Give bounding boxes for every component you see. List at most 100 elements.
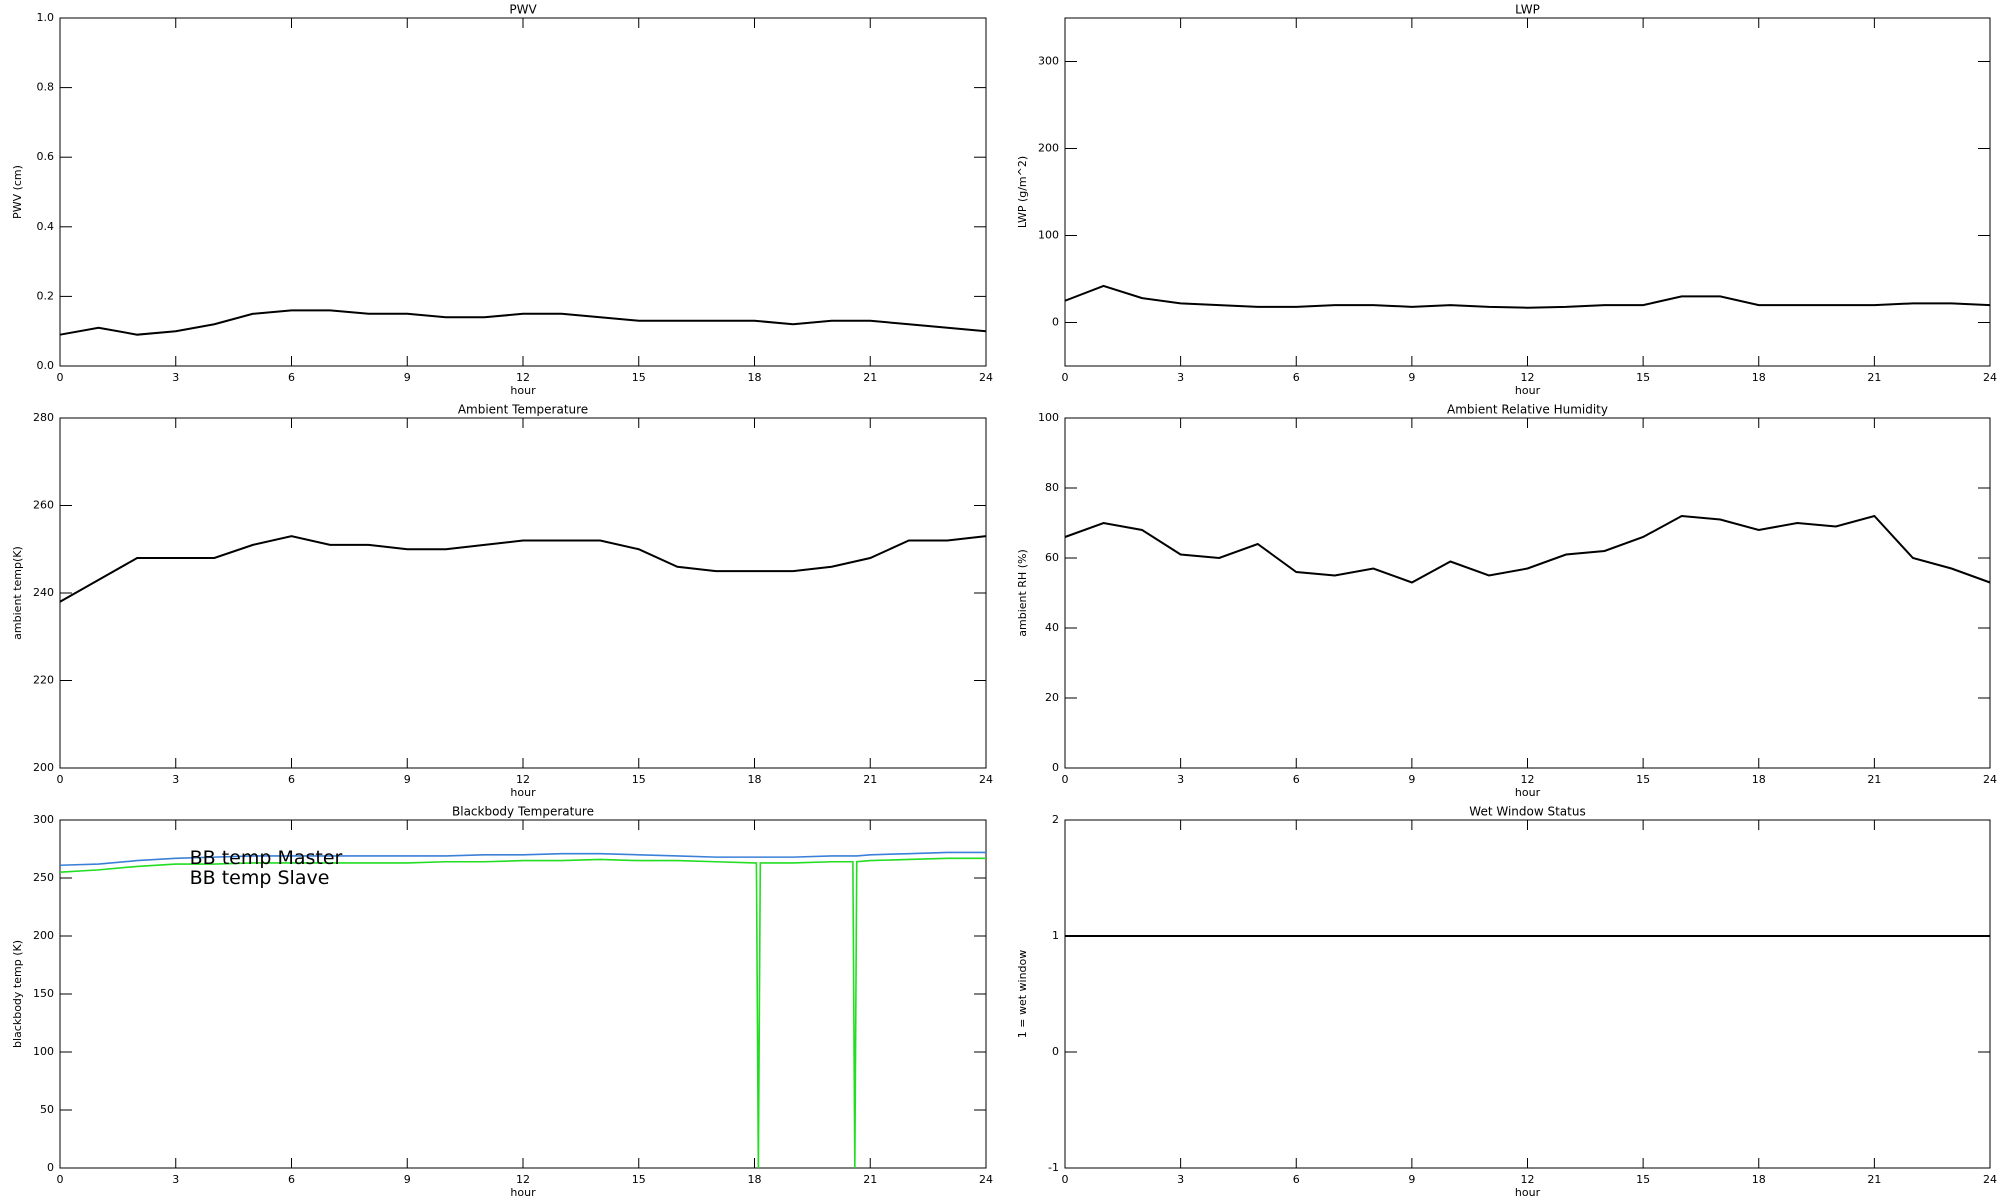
y-tick-label: 150 [33, 987, 54, 1000]
x-tick-label: 3 [1177, 1173, 1184, 1186]
x-tick-label: 15 [1636, 773, 1650, 786]
x-tick-label: 6 [1293, 371, 1300, 384]
plot-frame [1064, 17, 1991, 367]
x-tick-label: 21 [863, 773, 877, 786]
x-tick-label: 6 [1293, 1173, 1300, 1186]
x-tick-label: 0 [57, 371, 64, 384]
y-tick-label: 100 [1038, 229, 1059, 242]
x-axis-label: hour [1515, 786, 1541, 799]
x-axis-label: hour [1515, 1186, 1541, 1199]
y-axis-label: LWP (g/m^2) [1016, 156, 1029, 228]
x-tick-label: 18 [1752, 773, 1766, 786]
x-tick-label: 12 [1521, 371, 1535, 384]
y-tick-label: 100 [1038, 411, 1059, 424]
x-tick-label: 15 [1636, 371, 1650, 384]
y-tick-label: 60 [1045, 551, 1059, 564]
y-tick-label: 0 [1052, 1045, 1059, 1058]
y-tick-label: 1 [1052, 929, 1059, 942]
x-tick-label: 21 [1867, 371, 1881, 384]
y-tick-label: 0.8 [37, 81, 55, 94]
plot-frame [1064, 819, 1991, 1169]
data-line [59, 851, 986, 867]
y-tick-label: 40 [1045, 621, 1059, 634]
y-tick-label: 0 [47, 1161, 54, 1174]
x-tick-label: 15 [632, 773, 646, 786]
x-tick-label: 0 [1062, 371, 1069, 384]
y-tick-label: 280 [33, 411, 54, 424]
chart-title: Ambient Relative Humidity [1447, 403, 1608, 417]
chart-title: Ambient Temperature [458, 403, 588, 417]
x-tick-label: 12 [516, 773, 530, 786]
y-tick-label: 300 [1038, 55, 1059, 68]
x-tick-label: 18 [748, 1173, 762, 1186]
x-tick-label: 0 [57, 773, 64, 786]
chart-title: PWV [509, 3, 537, 17]
y-tick-label: 240 [33, 586, 54, 599]
x-tick-label: 6 [288, 773, 295, 786]
x-tick-label: 6 [288, 371, 295, 384]
y-tick-label: 250 [33, 871, 54, 884]
legend-entry: BB temp Master [190, 847, 343, 869]
x-tick-label: 9 [404, 773, 411, 786]
x-axis-label: hour [1515, 384, 1541, 397]
x-tick-label: 0 [1062, 1173, 1069, 1186]
y-tick-label: 1.0 [37, 11, 55, 24]
y-axis-label: 1 = wet window [1016, 950, 1029, 1039]
x-tick-label: 9 [1408, 371, 1415, 384]
data-line [59, 857, 986, 1169]
y-tick-label: 0.6 [37, 150, 55, 163]
data-line [59, 535, 987, 603]
chart-title: LWP [1515, 3, 1540, 17]
y-tick-label: 100 [33, 1045, 54, 1058]
y-tick-label: 0.0 [37, 359, 55, 372]
y-tick-label: 20 [1045, 691, 1059, 704]
x-tick-label: 12 [516, 1173, 530, 1186]
plot-frame [1064, 417, 1991, 769]
y-tick-label: 260 [33, 499, 54, 512]
x-tick-label: 9 [404, 1173, 411, 1186]
x-tick-label: 18 [1752, 371, 1766, 384]
x-tick-label: 21 [863, 1173, 877, 1186]
y-tick-label: 0.2 [37, 289, 55, 302]
x-tick-label: 12 [1521, 773, 1535, 786]
y-tick-label: 200 [33, 929, 54, 942]
x-tick-label: 6 [288, 1173, 295, 1186]
x-tick-label: 0 [1062, 773, 1069, 786]
x-tick-label: 24 [1983, 371, 1997, 384]
x-tick-label: 15 [632, 1173, 646, 1186]
y-tick-label: 200 [33, 761, 54, 774]
y-axis-label: ambient temp(K) [11, 546, 24, 640]
y-tick-label: 2 [1052, 813, 1059, 826]
x-tick-label: 24 [979, 773, 993, 786]
x-tick-label: 24 [979, 1173, 993, 1186]
x-tick-label: 3 [172, 1173, 179, 1186]
x-tick-label: 18 [1752, 1173, 1766, 1186]
x-tick-label: 3 [1177, 773, 1184, 786]
x-tick-label: 12 [1521, 1173, 1535, 1186]
data-line [1064, 514, 1991, 584]
plot-frame [59, 417, 987, 769]
x-tick-label: 6 [1293, 773, 1300, 786]
y-tick-label: 80 [1045, 481, 1059, 494]
x-tick-label: 0 [57, 1173, 64, 1186]
x-tick-label: 9 [1408, 1173, 1415, 1186]
x-tick-label: 3 [1177, 371, 1184, 384]
x-tick-label: 21 [1867, 773, 1881, 786]
y-axis-label: blackbody temp (K) [11, 940, 24, 1048]
x-tick-label: 15 [632, 371, 646, 384]
y-axis-label: PWV (cm) [11, 165, 24, 219]
chart-title: Wet Window Status [1469, 805, 1585, 819]
y-tick-label: 0 [1052, 316, 1059, 329]
x-tick-label: 12 [516, 371, 530, 384]
x-tick-label: 9 [404, 371, 411, 384]
y-tick-label: 220 [33, 674, 54, 687]
x-tick-label: 3 [172, 773, 179, 786]
x-tick-label: 21 [1867, 1173, 1881, 1186]
chart-title: Blackbody Temperature [452, 805, 594, 819]
x-tick-label: 21 [863, 371, 877, 384]
x-axis-label: hour [510, 384, 536, 397]
data-line [59, 309, 987, 336]
x-tick-label: 3 [172, 371, 179, 384]
legend-entry: BB temp Slave [190, 867, 330, 889]
